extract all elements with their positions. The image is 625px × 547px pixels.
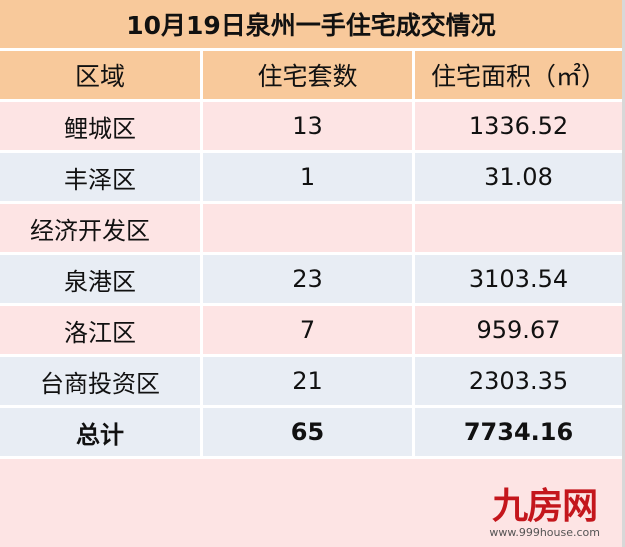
total-label: 总计 bbox=[0, 408, 203, 456]
district-cell: 鲤城区 bbox=[0, 102, 203, 150]
header-district: 区域 bbox=[0, 51, 203, 99]
table-row: 丰泽区 1 31.08 bbox=[0, 153, 622, 204]
units-cell: 21 bbox=[203, 357, 415, 405]
area-cell bbox=[415, 204, 622, 252]
table-row: 台商投资区 21 2303.35 bbox=[0, 357, 622, 408]
area-cell: 959.67 bbox=[476, 316, 561, 344]
units-cell: 13 bbox=[203, 102, 415, 150]
header-row: 区域 住宅套数 住宅面积（㎡） bbox=[0, 51, 622, 102]
table-row: 泉港区 23 3103.54 bbox=[0, 255, 622, 306]
table-row: 经济开发区 bbox=[0, 204, 622, 255]
total-units: 65 bbox=[203, 408, 415, 456]
units-cell: 23 bbox=[203, 255, 415, 303]
table-title: 10月19日泉州一手住宅成交情况 bbox=[0, 0, 622, 51]
logo-mark: 九房网 bbox=[492, 486, 598, 527]
district-cell: 丰泽区 bbox=[0, 153, 203, 201]
units-cell: 1 bbox=[203, 153, 415, 201]
total-area: 7734.16 bbox=[463, 418, 574, 446]
area-cell: 3103.54 bbox=[468, 265, 569, 293]
table-row: 鲤城区 13 1336.52 bbox=[0, 102, 622, 153]
area-cell: 1336.52 bbox=[468, 112, 569, 140]
total-row: 总计 65 7734.16 bbox=[0, 408, 622, 459]
logo-url: www.999house.com bbox=[489, 526, 600, 539]
header-units: 住宅套数 bbox=[203, 51, 415, 99]
district-cell: 泉港区 bbox=[0, 255, 203, 303]
district-cell: 洛江区 bbox=[0, 306, 203, 354]
area-cell: 2303.35 bbox=[468, 367, 569, 395]
district-cell: 台商投资区 bbox=[0, 357, 203, 405]
header-area: 住宅面积（㎡） bbox=[430, 62, 606, 91]
area-cell: 31.08 bbox=[484, 163, 553, 191]
units-cell bbox=[203, 204, 415, 252]
units-cell: 7 bbox=[203, 306, 415, 354]
watermark-logo: 九房网 www.999house.com bbox=[489, 486, 600, 540]
district-cell: 经济开发区 bbox=[0, 204, 203, 252]
table-row: 洛江区 7 959.67 bbox=[0, 306, 622, 357]
